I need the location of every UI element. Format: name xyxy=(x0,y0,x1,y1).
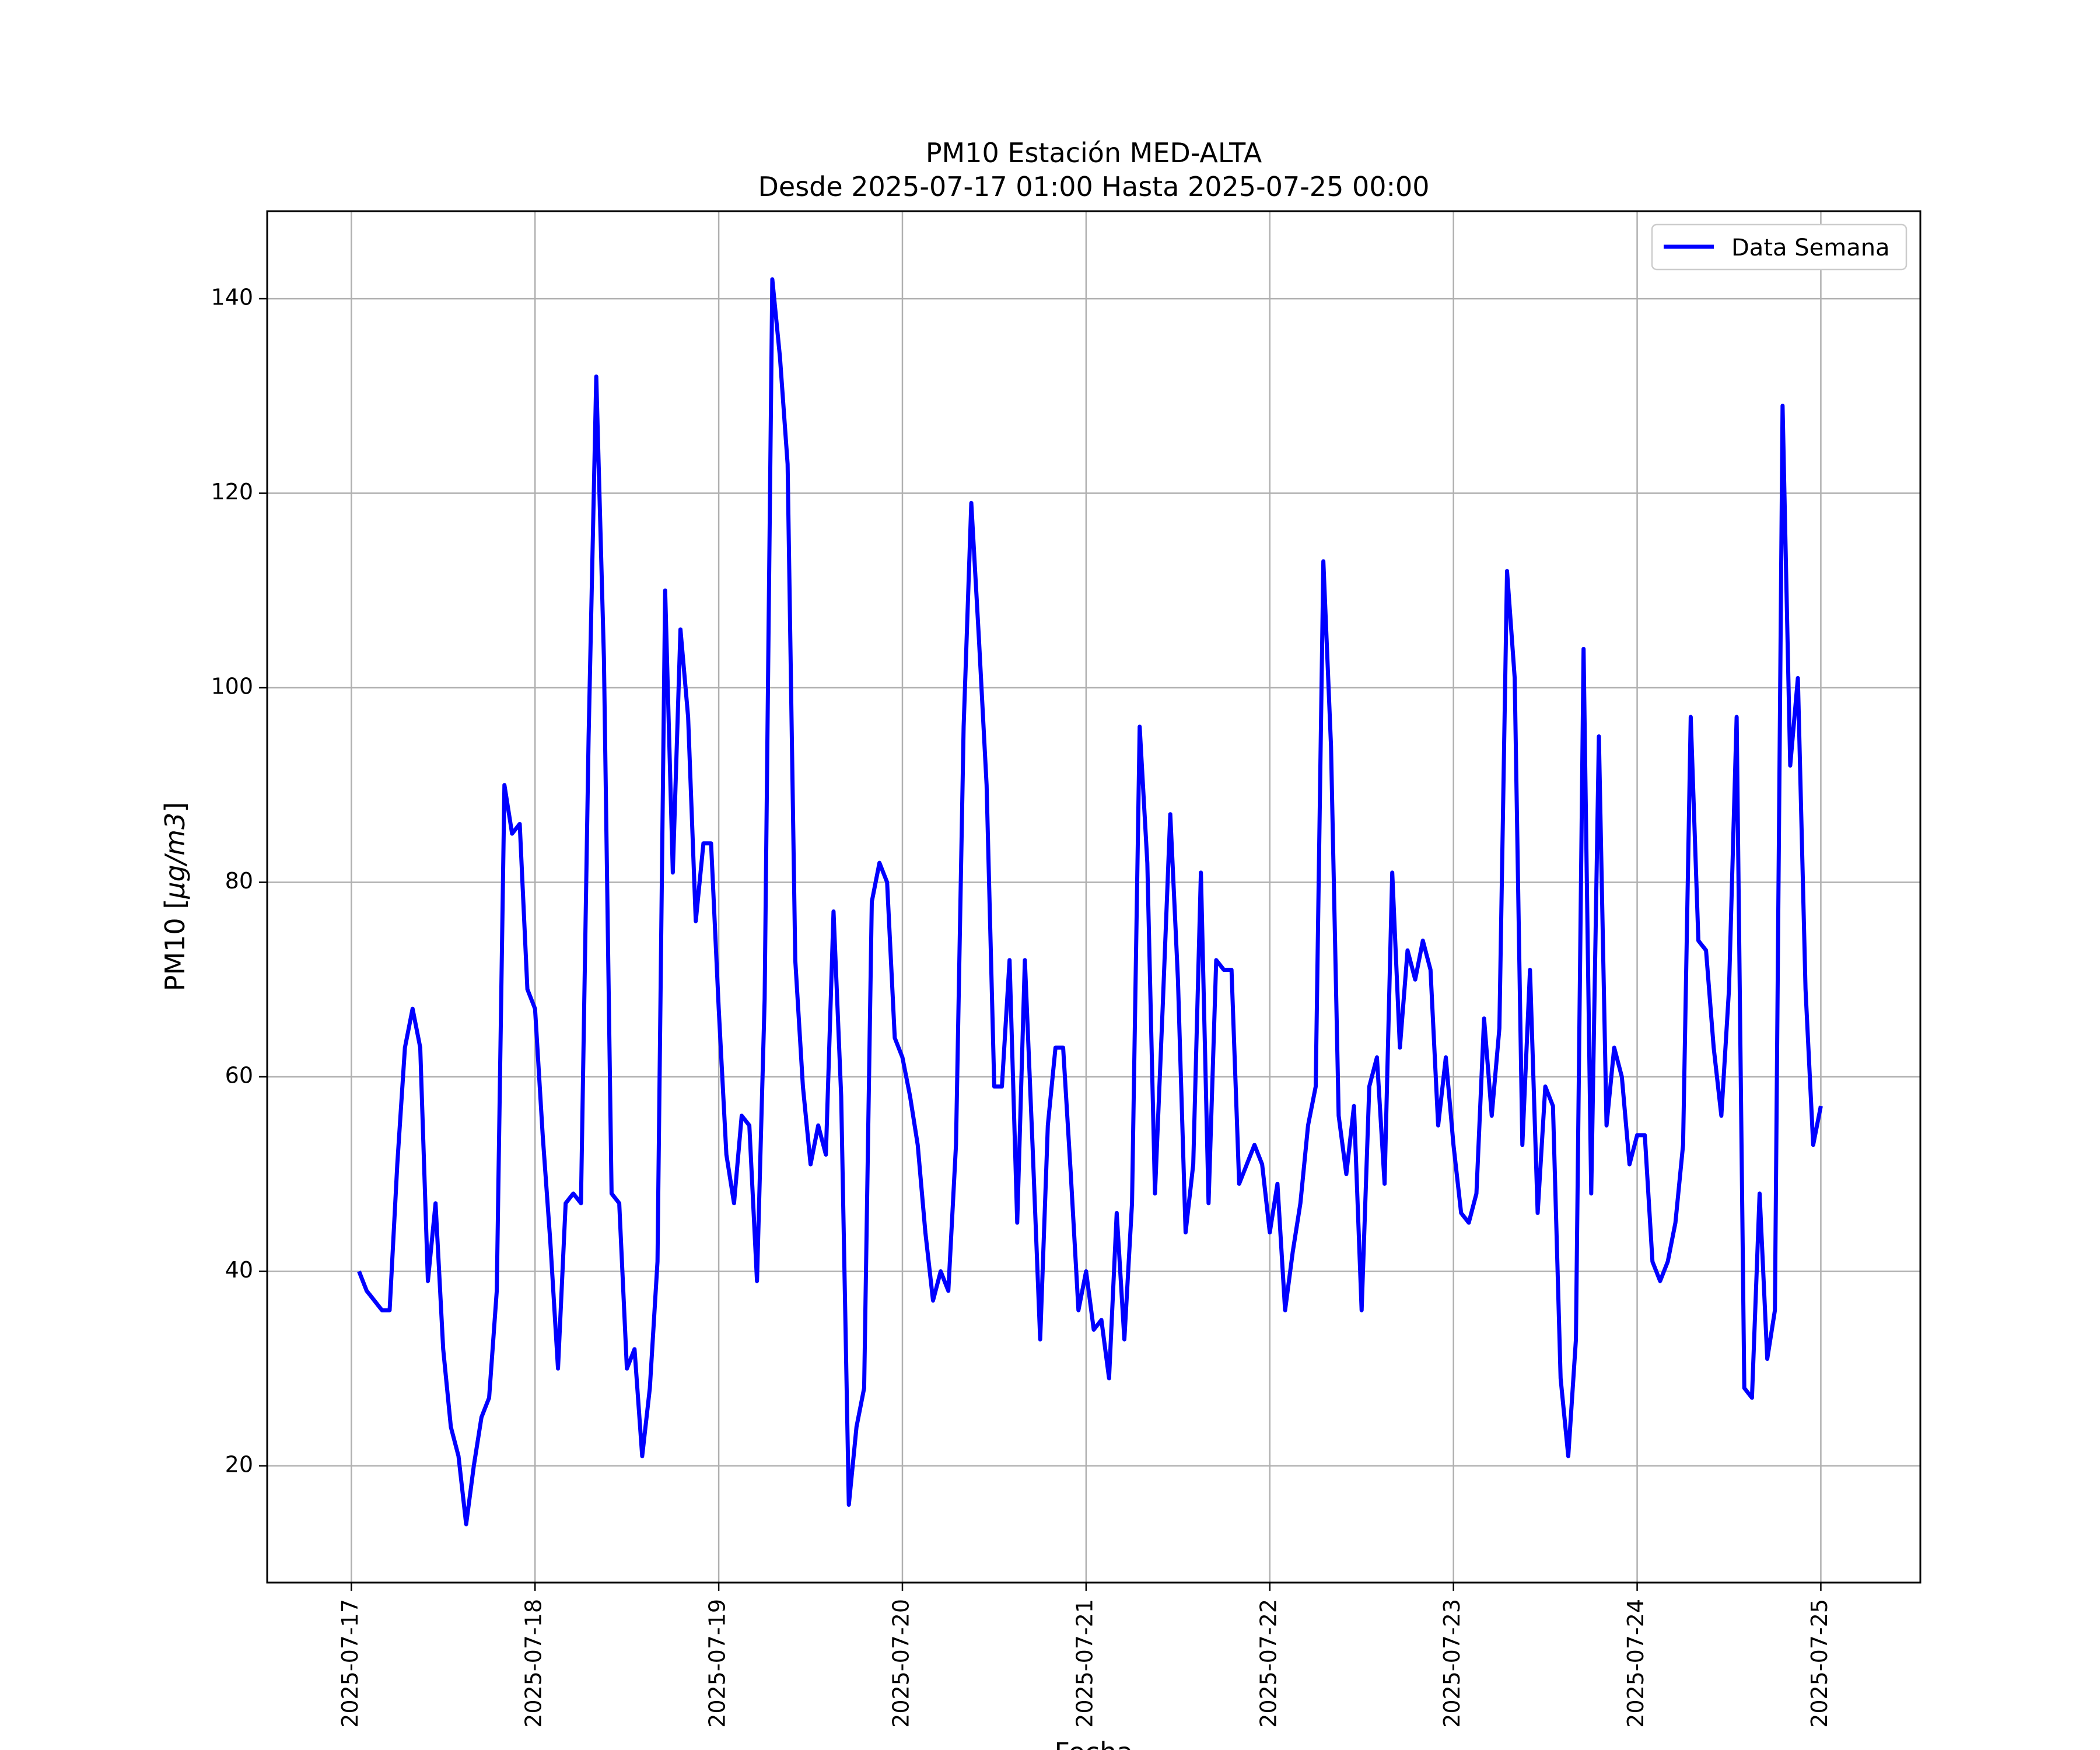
y-axis-label-suffix: ] xyxy=(159,802,191,813)
y-axis-label: PM10 [μg/m3] xyxy=(159,802,191,992)
plot-background xyxy=(267,211,1920,1583)
x-tick-label: 2025-07-24 xyxy=(1623,1599,1648,1728)
x-tick-label: 2025-07-17 xyxy=(337,1599,363,1728)
y-tick-label: 20 xyxy=(225,1451,253,1477)
legend: Data Semana xyxy=(1651,223,1908,271)
x-tick-label: 2025-07-19 xyxy=(705,1599,730,1728)
x-axis: 2025-07-17 2025-07-18 2025-07-19 2025-07-20… xyxy=(337,1583,1832,1728)
x-tick-label: 2025-07-18 xyxy=(521,1599,547,1728)
y-axis: 20 40 60 80 100 120 140 xyxy=(211,285,267,1477)
series-line-0 xyxy=(357,277,1823,1527)
y-axis-label-unit: μg/m3 xyxy=(159,813,191,900)
y-tick-label: 120 xyxy=(211,479,253,505)
legend-label: Data Semana xyxy=(1731,235,1890,261)
y-tick-label: 100 xyxy=(211,674,253,699)
plot-area xyxy=(266,210,1922,1584)
x-tick-label: 2025-07-21 xyxy=(1072,1599,1097,1728)
x-tick-label: 2025-07-23 xyxy=(1439,1599,1465,1728)
y-tick-label: 60 xyxy=(225,1062,253,1088)
chart-title: PM10 Estación MED-ALTA xyxy=(926,137,1262,169)
legend-box xyxy=(1651,223,1908,271)
y-tick-label: 40 xyxy=(225,1257,253,1283)
x-axis-label: Fecha xyxy=(1055,1737,1133,1750)
plot-frame xyxy=(266,210,1922,1584)
y-axis-label-prefix: PM10 [ xyxy=(159,899,191,992)
x-tick-label: 2025-07-20 xyxy=(888,1599,914,1728)
y-tick-label: 80 xyxy=(225,868,253,894)
x-tick-label: 2025-07-22 xyxy=(1255,1599,1281,1728)
x-tick-label: 2025-07-25 xyxy=(1807,1599,1832,1728)
series-layer xyxy=(357,277,1823,1527)
grid xyxy=(267,211,1920,1583)
chart-subtitle: Desde 2025-07-17 01:00 Hasta 2025-07-25 … xyxy=(758,171,1429,202)
y-tick-label: 140 xyxy=(211,285,253,310)
